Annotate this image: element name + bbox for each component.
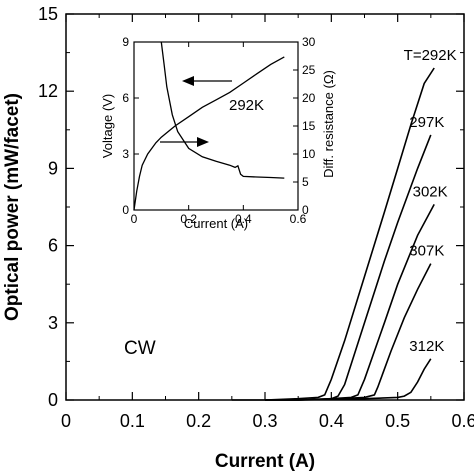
y-tick-label: 12 — [38, 81, 58, 101]
inset-left-tick-label: 3 — [122, 147, 129, 161]
x-tick-label: 0.5 — [385, 411, 410, 431]
y-tick-label: 0 — [48, 390, 58, 410]
inset-x-axis-title: Current (A) — [184, 216, 248, 231]
y-tick-label: 3 — [48, 313, 58, 333]
main-series-group — [231, 67, 435, 401]
inset-left-tick-label: 0 — [122, 203, 129, 217]
right-arrow-icon — [160, 137, 209, 147]
inset-series-group — [133, 41, 285, 211]
inset-temperature-label: 292K — [229, 97, 264, 114]
inset-x-tick-label: 0.4 — [235, 212, 252, 226]
left-arrow-icon — [182, 76, 232, 86]
inset-right-tick-label: 25 — [302, 63, 316, 77]
inset-right-axis-title: Diff. resistance (Ω) — [321, 70, 336, 178]
y-tick-label: 6 — [48, 236, 58, 256]
series-line-312k — [265, 358, 432, 401]
x-axis-title: Current (A) — [215, 451, 315, 472]
x-tick-label: 0.4 — [319, 411, 344, 431]
x-tick-label: 0.1 — [120, 411, 145, 431]
inset-right-tick-label: 10 — [302, 147, 316, 161]
cw-annotation: CW — [124, 338, 156, 359]
series-label: T=292K — [404, 47, 457, 64]
main-series-labels: T=292K 297K 302K 307K 312K — [404, 47, 457, 355]
inset-left-axis-title: Voltage (V) — [100, 94, 115, 158]
y-axis-title: Optical power (mW/facet) — [2, 93, 23, 321]
x-tick-label: 0.3 — [252, 411, 277, 431]
inset-right-tick-label: 30 — [302, 35, 316, 49]
inset-resistance-line — [160, 41, 285, 179]
series-label: 307K — [409, 243, 444, 260]
x-tick-label: 0.2 — [186, 411, 211, 431]
inset-right-tick-label: 5 — [302, 175, 309, 189]
inset-x-tick-label: 0.2 — [180, 212, 197, 226]
inset-voltage-line — [133, 56, 285, 211]
inset-right-tick-label: 0 — [302, 203, 309, 217]
inset-background — [134, 42, 298, 210]
y-tick-label: 15 — [38, 4, 58, 24]
inset-left-tick-label: 9 — [122, 35, 129, 49]
y-tick-label: 9 — [48, 158, 58, 178]
series-label: 297K — [409, 114, 444, 131]
inset-right-tick-label: 20 — [302, 91, 316, 105]
series-line-t-292k — [231, 67, 435, 401]
x-tick-label: 0 — [61, 411, 71, 431]
inset-left-tick-label: 6 — [122, 91, 129, 105]
series-label: 312K — [409, 338, 444, 355]
series-label: 302K — [413, 183, 448, 200]
inset-right-tick-label: 15 — [302, 119, 316, 133]
x-tick-label: 0.6 — [451, 411, 474, 431]
inset-x-tick-label: 0.6 — [290, 212, 307, 226]
inset-x-tick-label: 0 — [131, 212, 138, 226]
